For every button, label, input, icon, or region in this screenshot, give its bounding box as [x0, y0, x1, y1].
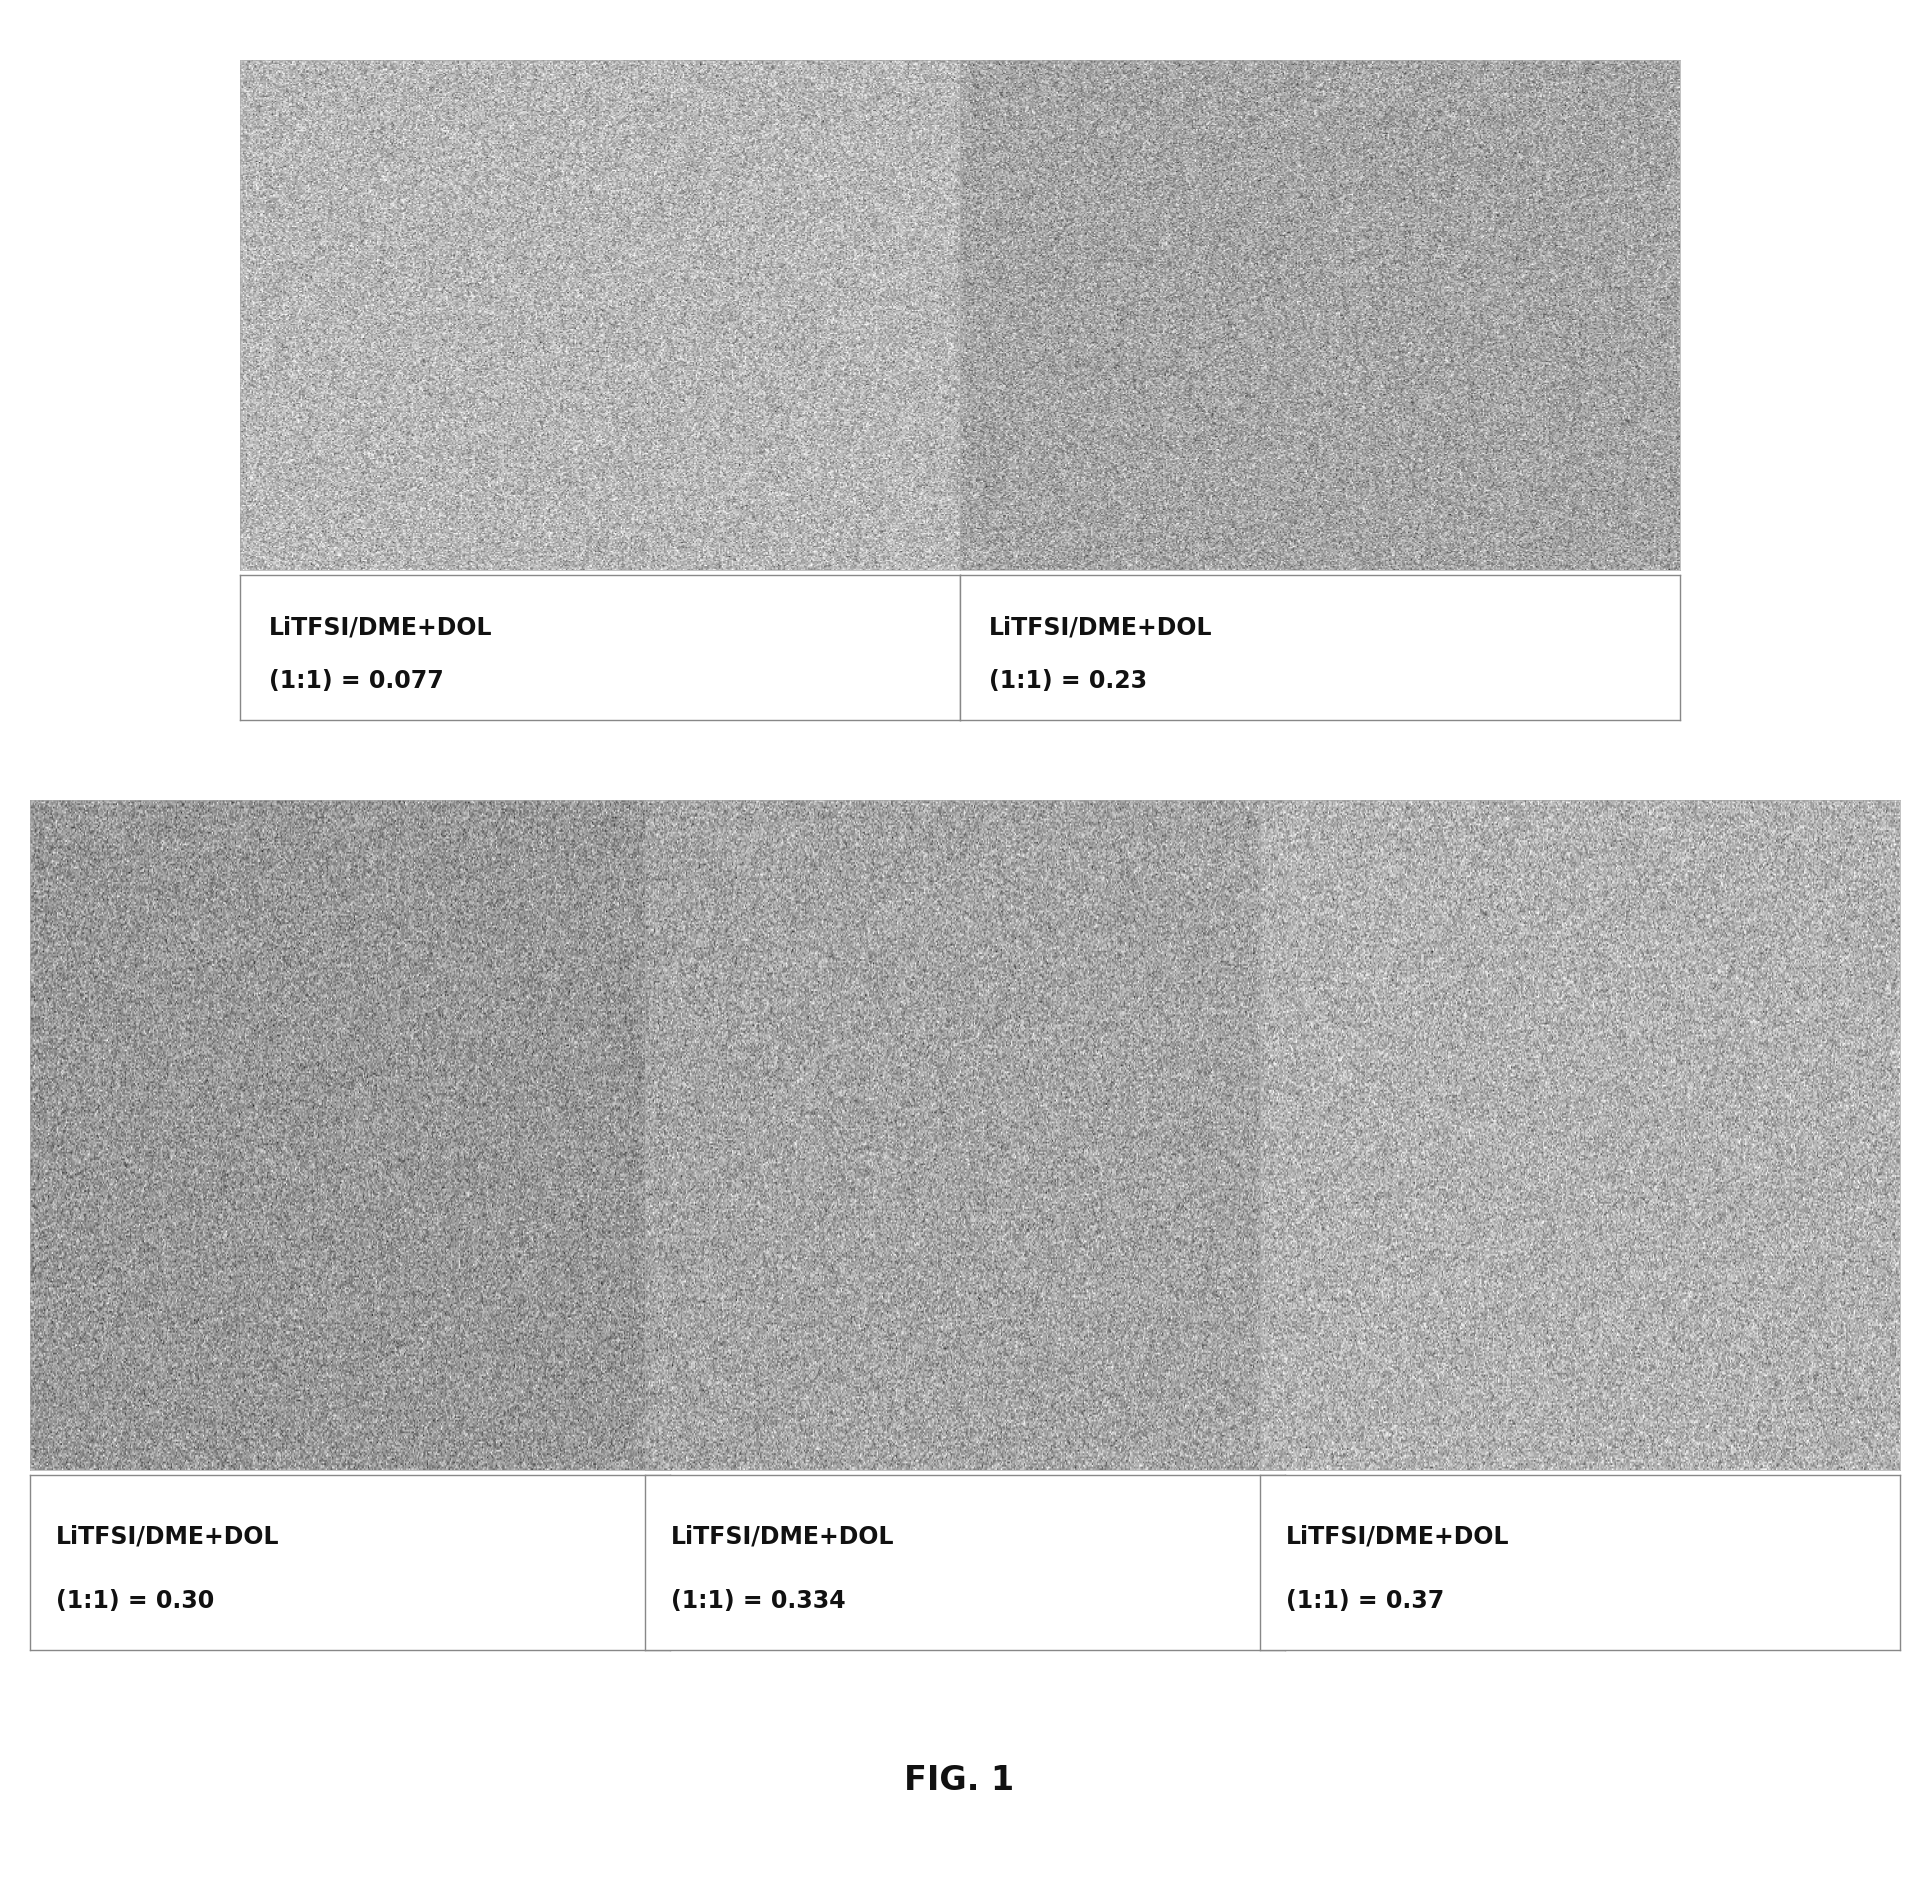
Text: (1:1) = 0.334: (1:1) = 0.334 [671, 1588, 846, 1613]
Text: LiTFSI/DME+DOL: LiTFSI/DME+DOL [56, 1524, 280, 1549]
Text: LiTFSI/DME+DOL: LiTFSI/DME+DOL [990, 616, 1212, 639]
Text: LiTFSI/DME+DOL: LiTFSI/DME+DOL [1285, 1524, 1509, 1549]
Text: FIG. 1: FIG. 1 [903, 1763, 1015, 1797]
Text: (1:1) = 0.077: (1:1) = 0.077 [269, 669, 443, 693]
Text: LiTFSI/DME+DOL: LiTFSI/DME+DOL [269, 616, 493, 639]
Text: LiTFSI/DME+DOL: LiTFSI/DME+DOL [671, 1524, 894, 1549]
Text: (1:1) = 0.37: (1:1) = 0.37 [1285, 1588, 1444, 1613]
Text: (1:1) = 0.23: (1:1) = 0.23 [990, 669, 1147, 693]
Text: (1:1) = 0.30: (1:1) = 0.30 [56, 1588, 213, 1613]
